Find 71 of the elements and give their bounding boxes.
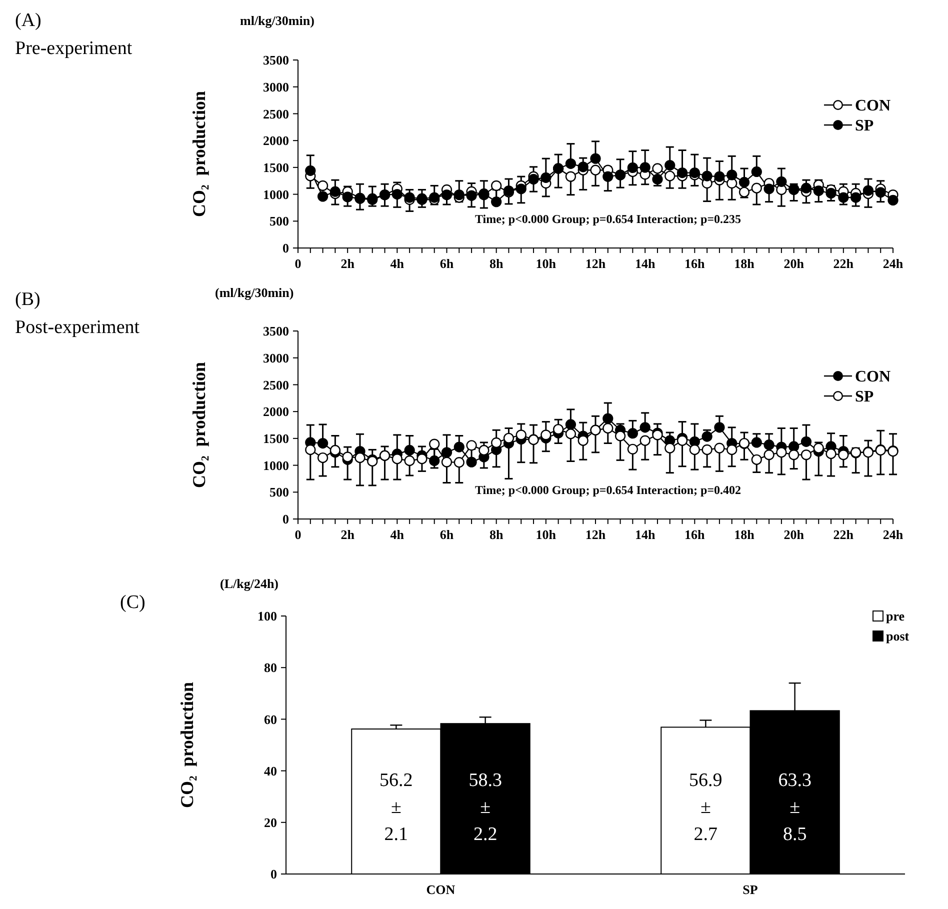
- y-tick-label: 0: [282, 512, 289, 527]
- x-tick-label: 2h: [340, 527, 356, 542]
- text: Post-experiment: [15, 317, 140, 338]
- legend-label: SP: [855, 118, 874, 135]
- y-tick-label: 1500: [263, 430, 289, 446]
- x-tick-label: 22h: [833, 256, 854, 271]
- y-axis-title: CO₂ production: [189, 90, 209, 218]
- data-label: 56.9 ± 2.7: [689, 770, 722, 845]
- x-tick-label: 24h: [882, 527, 904, 542]
- x-tick-label: 12h: [585, 527, 606, 542]
- y-tick-label: 3000: [263, 350, 289, 366]
- text: (C): [120, 592, 146, 613]
- y-tick-label: 1000: [263, 186, 289, 202]
- y-tick-label: 3500: [263, 324, 289, 339]
- x-tick-label: 0: [294, 527, 302, 542]
- y-tick-label: 2000: [263, 133, 289, 148]
- y-tick-label: 60: [264, 712, 277, 727]
- x-tick-label: 20h: [784, 527, 805, 542]
- y-tick-label: 2500: [263, 106, 289, 122]
- x-tick-label: 4h: [390, 256, 405, 271]
- y-tick-label: 80: [264, 660, 277, 676]
- text: (B): [15, 289, 40, 310]
- text: (L/kg/24h): [220, 576, 279, 591]
- y-tick-label: 3000: [263, 79, 289, 94]
- data-label: 56.2 ± 2.1: [380, 770, 413, 845]
- x-tick-label: 12h: [585, 256, 606, 271]
- y-tick-label: 100: [258, 608, 277, 624]
- x-tick-label: 4h: [390, 527, 405, 542]
- x-tick-label: 10h: [536, 527, 557, 542]
- y-tick-label: 0: [282, 240, 289, 256]
- x-tick-label: 2h: [340, 256, 356, 271]
- y-tick-label: 40: [264, 763, 277, 778]
- x-tick-label: 8h: [489, 256, 504, 271]
- x-tick-label: 14h: [634, 256, 656, 271]
- legend-label: post: [886, 628, 910, 644]
- data-label: 58.3 ± 2.2: [468, 770, 502, 845]
- y-tick-label: 0: [270, 866, 277, 882]
- x-tick-label: 22h: [833, 527, 854, 542]
- y-tick-label: 3500: [263, 52, 289, 68]
- y-axis-title: CO₂ production: [177, 682, 197, 808]
- text: Pre-experiment: [15, 38, 133, 59]
- x-tick-label: 10h: [536, 256, 557, 271]
- y-tick-label: 1500: [263, 160, 289, 175]
- x-tick-label: 16h: [684, 527, 706, 542]
- x-tick-label: 6h: [440, 256, 454, 271]
- x-tick-label: 0: [294, 256, 302, 271]
- annotation: Time; p<0.000 Group; p=0.654 Interaction; p=0.402: [474, 483, 742, 497]
- legend-label: CON: [855, 98, 891, 115]
- x-tick-label: 6h: [440, 527, 454, 542]
- x-tick-label: 20h: [784, 256, 805, 271]
- x-tick-label: 18h: [734, 256, 756, 271]
- text: (ml/kg/30min): [215, 285, 294, 300]
- legend-label: SP: [855, 388, 874, 406]
- y-tick-label: 2000: [263, 404, 289, 420]
- x-tick-label: 16h: [684, 256, 706, 271]
- x-tick-label: 14h: [634, 527, 656, 542]
- y-tick-label: 20: [264, 814, 277, 830]
- x-tick-label: 24h: [882, 256, 904, 271]
- data-label: 63.3 ± 8.5: [778, 770, 812, 845]
- y-axis-title: CO₂ production: [189, 362, 209, 488]
- y-tick-label: 500: [270, 214, 289, 229]
- x-tick-label: 18h: [734, 527, 756, 542]
- y-tick-label: 1000: [263, 458, 289, 473]
- text: (A): [15, 10, 42, 31]
- x-tick-label: 8h: [489, 527, 504, 542]
- legend-label: CON: [855, 368, 891, 386]
- text: ml/kg/30min): [240, 13, 314, 28]
- annotation: Time; p<0.000 Group; p=0.654 Interaction; p=0.235: [474, 212, 742, 226]
- y-tick-label: 2500: [263, 377, 289, 392]
- legend-label: pre: [886, 608, 905, 624]
- y-tick-label: 500: [270, 484, 289, 500]
